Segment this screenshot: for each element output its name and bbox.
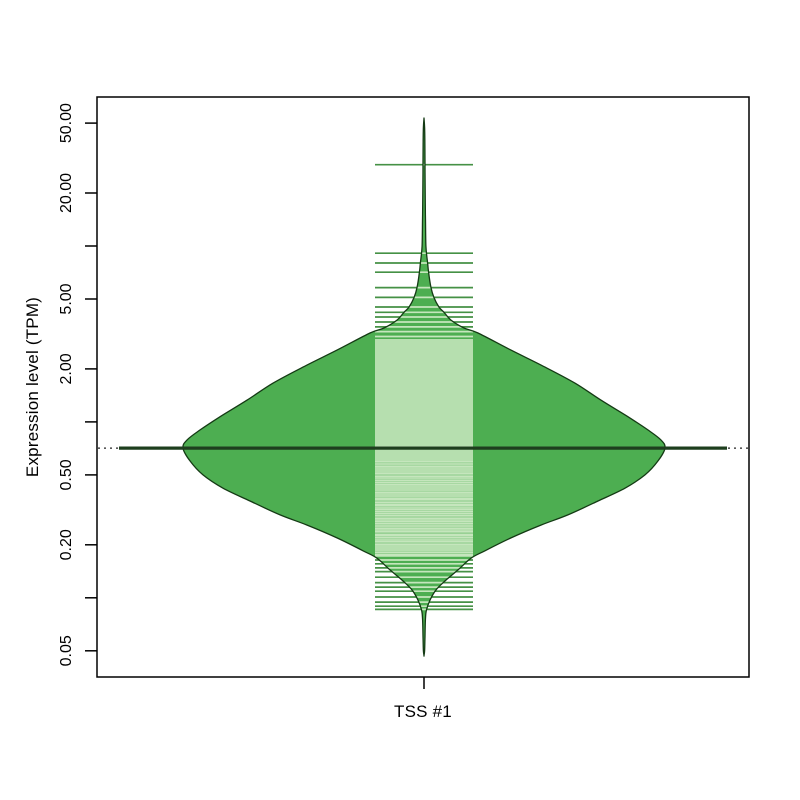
y-tick-label: 5.00 [58, 283, 75, 314]
y-axis-title: Expression level (TPM) [23, 296, 42, 478]
y-tick-label: 0.50 [58, 459, 75, 490]
y-tick-label: 2.00 [58, 353, 75, 384]
violin-outline [182, 117, 666, 657]
y-tick-label: 0.05 [58, 635, 75, 666]
x-axis-category-label: TSS #1 [394, 702, 452, 721]
plot-border [96, 96, 750, 678]
y-tick-label: 50.00 [58, 103, 75, 143]
y-tick-label: 0.20 [58, 529, 75, 560]
violin-body [182, 118, 666, 657]
y-tick-label: 20.00 [58, 173, 75, 213]
